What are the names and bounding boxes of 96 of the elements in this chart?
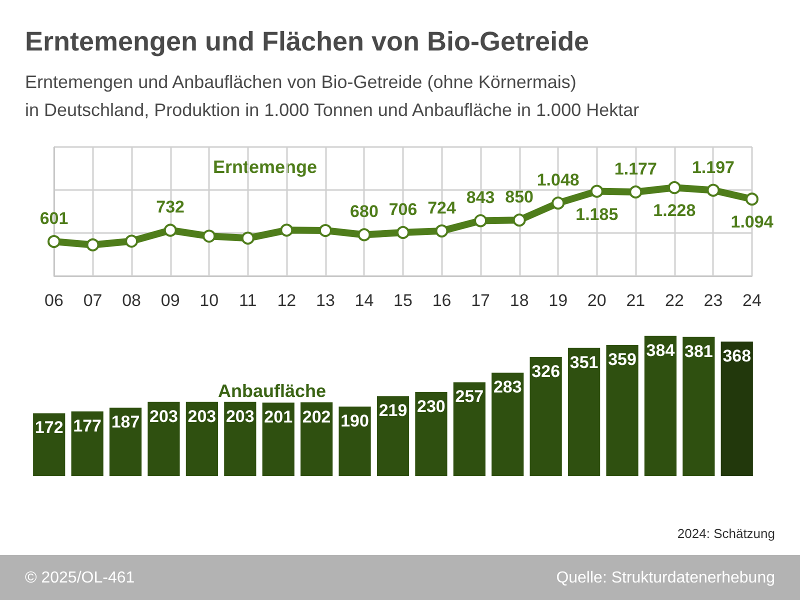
data-label: 257: [455, 387, 484, 406]
chart-title: Erntemengen und Flächen von Bio-Getreide: [25, 26, 590, 56]
x-tick-label: 16: [432, 291, 452, 310]
x-tick-label: 06: [44, 291, 64, 310]
x-tick-label: 17: [471, 291, 490, 310]
data-label: 219: [378, 401, 408, 420]
bar: [300, 402, 333, 476]
text: 2024: Schätzung: [677, 526, 775, 541]
x-tick-label: 15: [394, 291, 412, 310]
data-label: 1.094: [730, 212, 774, 232]
bar: [720, 342, 753, 476]
data-label: 601: [40, 209, 68, 228]
point: [48, 235, 60, 248]
point: [396, 226, 410, 239]
x-tick-label: 18: [510, 291, 529, 310]
data-label: 1.228: [653, 201, 696, 220]
x-tick-label: 12: [277, 291, 296, 310]
x-tick-label: 19: [548, 291, 568, 310]
bar: [33, 413, 66, 476]
data-label: 384: [646, 340, 676, 360]
x-tick-label: 20: [587, 291, 606, 310]
point: [202, 230, 216, 243]
x-tick-label: 23: [704, 291, 723, 310]
data-label: 172: [34, 418, 64, 438]
x-tick-label: 10: [200, 291, 219, 310]
point: [241, 232, 254, 245]
data-label: 203: [188, 406, 216, 426]
bar: [376, 396, 410, 476]
bar: [338, 406, 371, 476]
bar: [644, 336, 677, 476]
data-label: 202: [302, 407, 331, 426]
data-label: 843: [466, 188, 495, 208]
data-label: 351: [570, 352, 598, 372]
data-label: 359: [608, 350, 636, 369]
data-label: 368: [722, 346, 752, 366]
chart-subtitle: Erntemengen und Anbauflächen von Bio-Getreide (ohne Körnermais) in Deutschland, Produktion in 1.000 Tonnen und Anbaufläche in 1.000 Hektar: [25, 72, 640, 120]
bar: [262, 402, 294, 476]
bar: [148, 402, 180, 476]
point: [706, 184, 720, 197]
bar: [71, 411, 104, 476]
source-note: Quelle: Strukturdatenerhebung: [556, 570, 775, 586]
data-label: 230: [417, 397, 446, 416]
point: [164, 224, 177, 237]
x-tick-label: 22: [664, 291, 684, 310]
bar: [109, 408, 142, 476]
data-label: 724: [428, 198, 456, 218]
point: [668, 181, 681, 194]
x-tick-label: 14: [354, 291, 374, 310]
bar: [186, 402, 218, 476]
point: [280, 224, 294, 237]
annotation: Anbaufläche: [218, 381, 326, 401]
point: [358, 228, 371, 242]
point: [590, 184, 604, 198]
data-label: 203: [226, 406, 254, 426]
bar: [530, 357, 562, 476]
point: [86, 238, 100, 252]
data-label: 680: [350, 202, 378, 222]
data-label: 190: [340, 412, 369, 431]
text: © 2025/OL-461: [25, 570, 135, 586]
point: [746, 192, 758, 206]
data-label: 381: [684, 342, 713, 361]
point: [629, 185, 642, 198]
x-tick-label: 13: [316, 291, 335, 310]
data-label: 706: [388, 200, 418, 219]
point: [125, 234, 138, 248]
x-tick-label: 08: [122, 291, 142, 310]
x-tick-label: 09: [160, 291, 180, 310]
x-tick-label: 11: [239, 291, 257, 310]
bar: [453, 382, 486, 476]
x-tick-label: 24: [742, 291, 762, 310]
point: [512, 214, 526, 227]
data-label: 1.177: [614, 159, 657, 178]
data-label: 326: [532, 362, 560, 382]
annotation: Erntemenge: [213, 157, 318, 177]
data-label: 177: [73, 416, 102, 436]
bar: [492, 372, 524, 476]
data-label: 283: [493, 378, 522, 397]
x-tick-label: 21: [626, 291, 646, 310]
data-label: 187: [111, 412, 140, 432]
point: [318, 224, 332, 238]
point: [435, 224, 448, 238]
bar: [415, 392, 448, 476]
bar: [682, 336, 715, 476]
data-label: 201: [264, 408, 293, 427]
data-label: 732: [156, 198, 185, 217]
data-label: 850: [505, 188, 534, 207]
data-label: 1.048: [536, 170, 580, 190]
data-label: 1.185: [576, 204, 618, 224]
bar: [606, 344, 638, 476]
point: [552, 196, 565, 210]
bar: [568, 348, 600, 476]
data-label: 203: [150, 406, 178, 426]
x-tick-label: 07: [83, 291, 102, 310]
data-label: 1.197: [692, 158, 734, 177]
point: [474, 214, 488, 228]
bar: [224, 402, 256, 476]
